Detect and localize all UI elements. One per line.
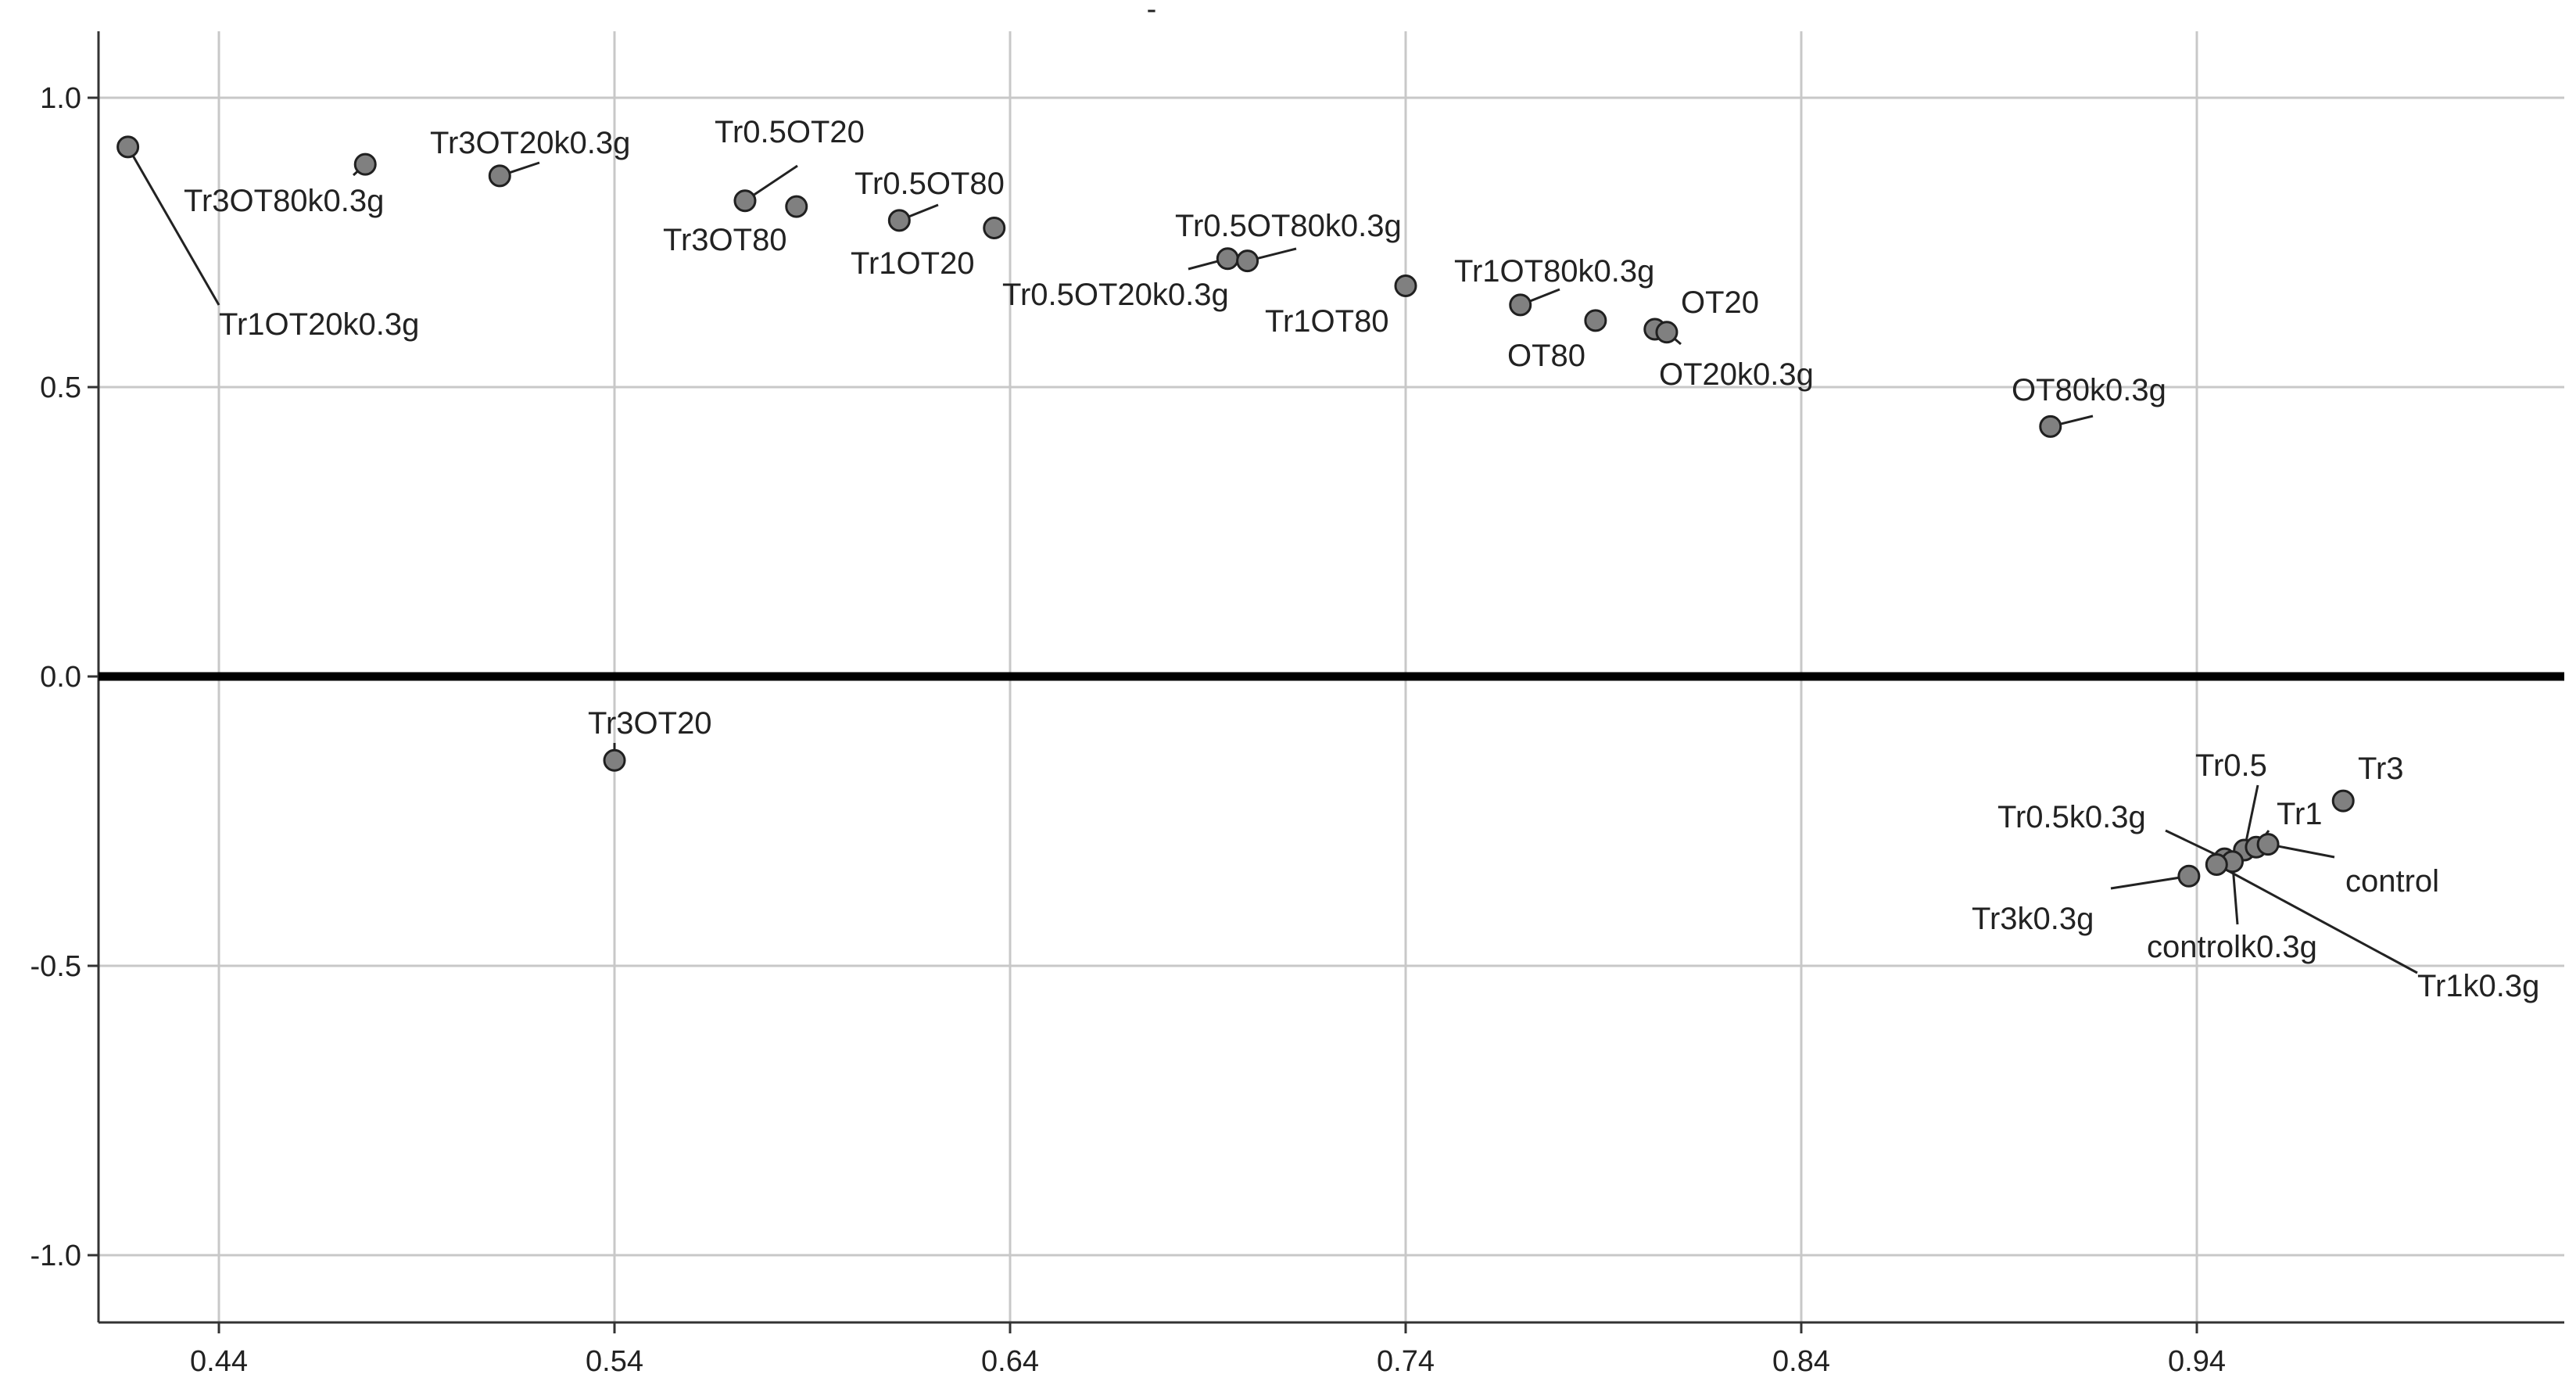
x-tick-label: 0.44 bbox=[190, 1345, 248, 1378]
x-tick-label: 0.54 bbox=[586, 1345, 643, 1378]
label-leader-lines bbox=[127, 146, 2418, 974]
data-point bbox=[488, 164, 511, 188]
point-label: controlk0.3g bbox=[2147, 930, 2317, 964]
data-point bbox=[1216, 247, 1239, 271]
data-point bbox=[603, 748, 626, 772]
point-label: Tr1OT20k0.3g bbox=[219, 307, 419, 342]
y-tick-label: 0.0 bbox=[40, 661, 81, 694]
x-tick-label: 0.64 bbox=[981, 1345, 1039, 1378]
point-label: control bbox=[2345, 864, 2439, 899]
leader-line bbox=[127, 146, 220, 306]
point-label: Tr0.5k0.3g bbox=[1997, 800, 2146, 834]
leader-line bbox=[2216, 863, 2418, 974]
point-label: OT20k0.3g bbox=[1659, 357, 1814, 392]
y-tick-label: 0.5 bbox=[40, 371, 81, 404]
point-label: Tr3 bbox=[2358, 752, 2404, 786]
point-label: Tr1OT80k0.3g bbox=[1454, 254, 1654, 289]
point-label: OT20 bbox=[1681, 285, 1759, 320]
point-label: Tr0.5OT80 bbox=[854, 167, 1005, 201]
point-label: Tr3OT80 bbox=[663, 223, 787, 257]
data-point bbox=[887, 209, 911, 232]
point-label: Tr1OT20 bbox=[851, 246, 975, 281]
point-label: Tr0.5 bbox=[2195, 748, 2267, 783]
y-tick-label: -0.5 bbox=[30, 950, 81, 983]
data-point bbox=[2177, 864, 2201, 888]
data-points bbox=[116, 135, 2355, 888]
x-tick-label: 0.74 bbox=[1377, 1345, 1435, 1378]
point-label: Tr1k0.3g bbox=[2417, 969, 2539, 1003]
data-point bbox=[785, 195, 808, 218]
point-label: OT80k0.3g bbox=[2012, 373, 2166, 407]
point-label: Tr1 bbox=[2277, 797, 2323, 831]
x-tick-label: 0.84 bbox=[1772, 1345, 1830, 1378]
y-tick-label: 1.0 bbox=[40, 82, 81, 115]
data-point bbox=[353, 152, 377, 176]
data-point bbox=[2039, 414, 2062, 438]
data-point bbox=[733, 189, 757, 213]
point-label: Tr3OT80k0.3g bbox=[184, 184, 384, 218]
data-point bbox=[2256, 833, 2280, 856]
data-point bbox=[983, 217, 1006, 239]
point-label: Tr0.5OT20 bbox=[715, 115, 865, 149]
y-tick-label: -1.0 bbox=[30, 1240, 81, 1272]
chart-title: - bbox=[1147, 0, 1157, 26]
data-point bbox=[116, 135, 140, 159]
leader-line bbox=[2110, 874, 2190, 890]
data-point bbox=[1655, 321, 1679, 344]
data-point bbox=[1584, 309, 1607, 332]
point-label: Tr0.5OT20k0.3g bbox=[1002, 278, 1229, 312]
point-label: OT80 bbox=[1507, 339, 1585, 373]
data-point bbox=[1236, 249, 1259, 273]
data-point bbox=[1509, 293, 1532, 317]
data-point bbox=[1394, 274, 1417, 297]
point-label: Tr3OT20k0.3g bbox=[430, 126, 630, 160]
point-label: Tr3OT20 bbox=[588, 706, 712, 741]
axes: 0.44 0.54 0.64 0.74 0.84 0.94 1.0 0.5 0.0 -0.5 -1.… bbox=[30, 31, 2564, 1378]
point-label: Tr0.5OT80k0.3g bbox=[1175, 209, 1402, 243]
point-label: Tr1OT80 bbox=[1265, 304, 1389, 339]
x-tick-label: 0.94 bbox=[2168, 1345, 2226, 1378]
data-point bbox=[2205, 853, 2228, 876]
point-label: Tr3k0.3g bbox=[1972, 902, 2094, 936]
data-point bbox=[2331, 789, 2355, 813]
